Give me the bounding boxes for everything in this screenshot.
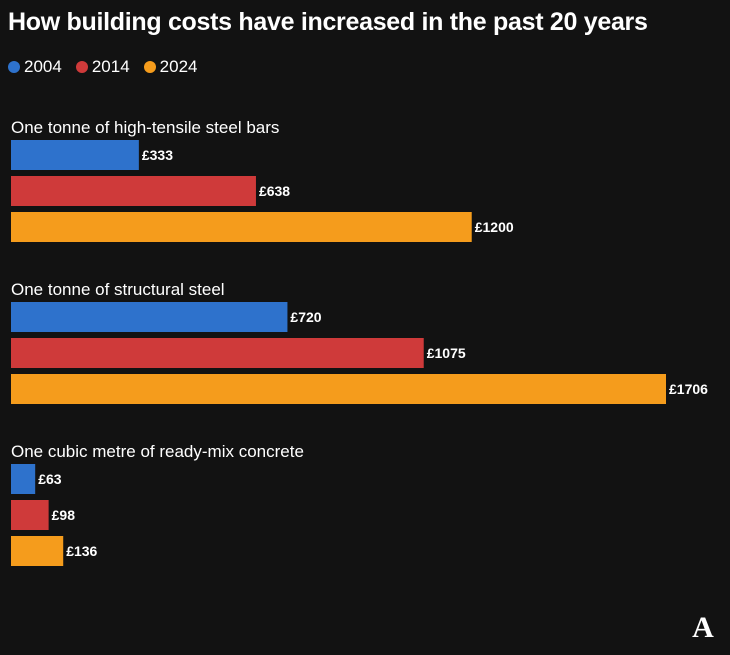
chart-title: How building costs have increased in the… [8,8,648,36]
group-label: One cubic metre of ready-mix concrete [11,442,304,461]
legend-swatch-2024 [143,61,156,73]
bar-value-label: £98 [52,507,76,523]
bar-chart: One tonne of high-tensile steel bars £333… [11,118,708,566]
bar-value-label: £333 [142,147,173,163]
group-label: One tonne of structural steel [11,280,225,299]
bar-2014 [11,338,424,368]
bar-value-label: £1200 [475,219,514,235]
bar-2004 [11,464,36,494]
legend-label-2024: 2024 [159,57,198,76]
legend-item-2004: 2004 [8,57,62,77]
chart-legend: 2004 2014 2024 [8,57,197,77]
publisher-logo-icon: A [692,611,714,641]
bar-2024 [11,374,666,404]
bar-2004 [11,140,139,170]
bar-value-label: £136 [66,543,97,559]
bar-2024 [11,212,472,242]
bar-value-label: £1075 [427,345,466,361]
bar-2004 [11,302,288,332]
legend-swatch-2004 [8,61,20,73]
legend-item-2014: 2014 [75,57,130,77]
bar-value-label: £720 [290,309,321,325]
bar-value-label: £1706 [669,381,708,397]
bar-2014 [11,500,49,530]
legend-label-2014: 2014 [91,57,130,76]
group-label: One tonne of high-tensile steel bars [11,118,279,137]
legend-label-2004: 2004 [24,57,62,76]
bar-2014 [11,176,256,206]
logo-letter: A [692,611,714,641]
bar-2024 [11,536,64,566]
legend-item-2024: 2024 [143,57,198,77]
legend-swatch-2014 [75,61,88,73]
bar-value-label: £63 [38,471,62,487]
bar-value-label: £638 [259,183,290,199]
